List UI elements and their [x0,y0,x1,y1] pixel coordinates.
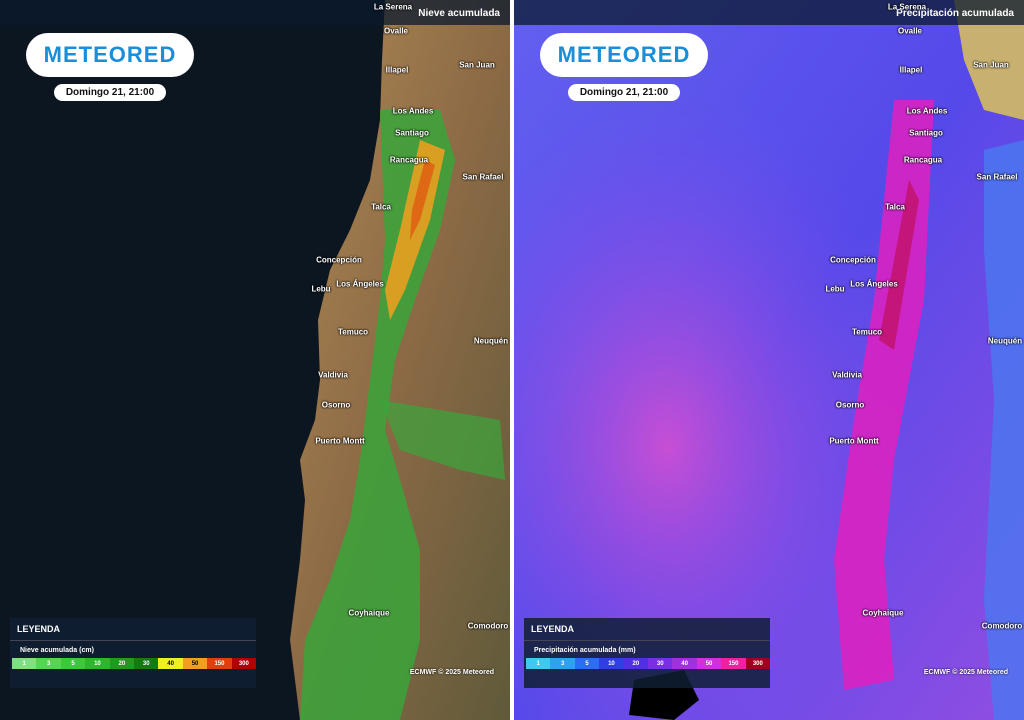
city-label: San Juan [973,60,1009,70]
city-label: Los Ángeles [336,279,384,289]
map-title: Nieve acumulada [418,8,500,19]
header-bar: Precipitación acumulada [514,0,1024,25]
legend-swatch: 10 [599,658,624,669]
city-label: Concepción [316,255,362,265]
legend-swatch: 20 [109,658,135,669]
city-label: Comodoro [467,621,509,631]
city-label: Los Andes [392,106,434,116]
map-background [0,0,510,720]
header-bar: Nieve acumulada [0,0,510,25]
legend-swatch: 3 [550,658,575,669]
city-label: Osorno [835,400,865,410]
precip-map-panel: Precipitación acumulada METEORED Domingo… [514,0,1024,720]
city-label: Puerto Montt [829,436,879,446]
city-label: Ovalle [383,26,409,36]
credit: ECMWF © 2025 Meteored [409,669,494,676]
date-badge: Domingo 21, 21:00 [54,84,166,101]
city-label: San Rafael [976,172,1018,182]
city-label: Ovalle [897,26,923,36]
map-title: Precipitación acumulada [896,8,1014,19]
legend-heading: LEYENDA [17,624,61,634]
legend-swatch: 40 [672,658,697,669]
city-label: Neuquén [473,336,509,346]
legend-swatch: 30 [648,658,673,669]
city-label: Rancagua [389,155,429,165]
city-label: La Serena [887,2,927,12]
city-label: Valdivia [318,370,348,380]
city-label: Valdivia [832,370,862,380]
snow-map-panel: Nieve acumulada METEORED Domingo 21, 21:… [0,0,510,720]
credit: ECMWF © 2025 Meteored [923,669,1008,676]
city-label: Coyhaique [862,608,904,618]
legend-swatch: 5 [60,658,86,669]
legend-swatch: 1 [526,658,551,669]
city-label: Rancagua [903,155,943,165]
legend-swatch: 150 [721,658,746,669]
legend-separator [524,640,770,641]
city-label: Santiago [909,128,943,138]
city-label: Los Andes [906,106,948,116]
legend-scale: 1 3 5 10 20 30 40 50 150 300 [526,658,771,669]
city-label: San Juan [459,60,495,70]
city-label: Puerto Montt [315,436,365,446]
legend-swatch: 150 [207,658,232,669]
legend-scale: 1 3 5 10 20 30 40 50 150 300 [12,658,257,669]
legend-title: Precipitación acumulada (mm) [534,647,636,654]
city-label: Illapel [899,65,923,75]
legend-swatch: 300 [745,658,771,669]
city-label: Talca [371,202,391,212]
date-badge: Domingo 21, 21:00 [568,84,680,101]
city-label: Osorno [321,400,351,410]
city-label: Lebu [311,284,331,294]
legend-swatch: 50 [696,658,722,669]
logo[interactable]: METEORED [26,33,194,77]
legend-swatch: 1 [12,658,37,669]
legend-swatch: 40 [158,658,183,669]
city-label: Lebu [825,284,845,294]
legend-heading: LEYENDA [531,624,575,634]
legend-swatch: 300 [231,658,257,669]
map-background [514,0,1024,720]
legend-swatch: 10 [85,658,110,669]
city-label: Coyhaique [348,608,390,618]
legend-swatch: 50 [182,658,208,669]
city-label: La Serena [373,2,413,12]
legend-title: Nieve acumulada (cm) [20,647,94,654]
logo[interactable]: METEORED [540,33,708,77]
city-label: Neuquén [987,336,1023,346]
city-label: Concepción [830,255,876,265]
city-label: Los Ángeles [850,279,898,289]
legend-swatch: 5 [574,658,600,669]
legend-swatch: 3 [36,658,61,669]
city-label: Comodoro [981,621,1023,631]
legend-swatch: 20 [623,658,649,669]
legend-separator [10,640,256,641]
city-label: Talca [885,202,905,212]
city-label: Illapel [385,65,409,75]
legend: LEYENDA Nieve acumulada (cm) 1 3 5 10 20 30 40… [10,618,257,688]
city-label: San Rafael [462,172,504,182]
city-label: Santiago [395,128,429,138]
legend-swatch: 30 [134,658,159,669]
city-label: Temuco [851,327,883,337]
city-label: Temuco [337,327,369,337]
